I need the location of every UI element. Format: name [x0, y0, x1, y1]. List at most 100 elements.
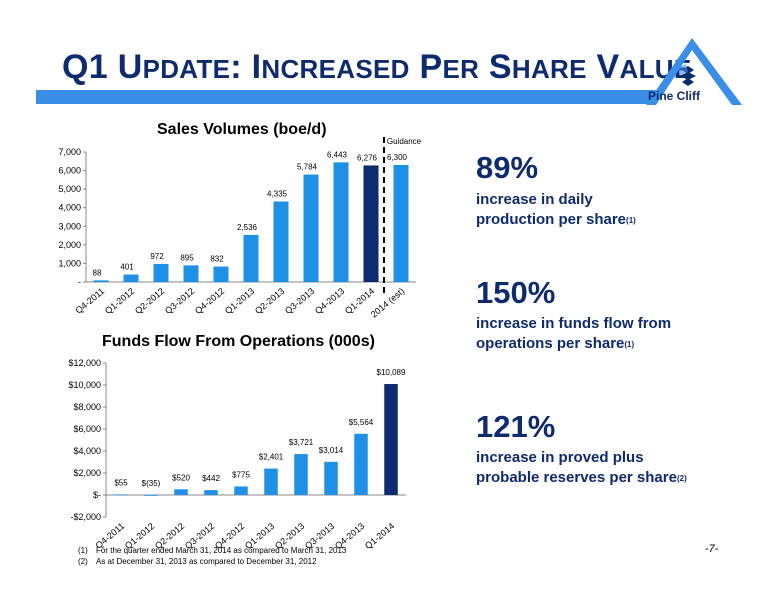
y-tick-label: $2,000: [73, 468, 101, 478]
stat-2-line1: increase in funds flow from: [476, 315, 672, 332]
stat-1-line1: increase in daily: [476, 191, 593, 208]
y-tick-label: $12,000: [68, 358, 101, 368]
footnotes: (1) For the quarter ended March 31, 2014 …: [78, 545, 346, 567]
data-label: $(35): [142, 479, 161, 488]
y-tick-label: 5,000: [58, 184, 81, 194]
stat-2-note: (1): [624, 340, 635, 349]
title-smallcaps-0: PDATE: [142, 54, 231, 84]
y-tick-label: 1,000: [58, 258, 81, 268]
data-label: 832: [210, 255, 224, 264]
page-title: Q1 UPDATE: INCREASED PER SHARE VALUE: [62, 48, 692, 87]
bar-2014 (est): [393, 165, 409, 282]
data-label: $442: [202, 474, 220, 483]
y-tick-label: 4,000: [58, 203, 81, 213]
footnote-2-text: As at December 31, 2013 as compared to D…: [96, 557, 317, 566]
stat-3-line2: probable reserves per share: [476, 469, 677, 486]
stat-3-line1: increase in proved plus: [476, 449, 644, 466]
title-q1: Q1: [62, 48, 108, 86]
footnote-1-num: (1): [78, 546, 88, 555]
y-tick-label: $4,000: [73, 446, 101, 456]
stat-3-value: 121%: [476, 409, 556, 444]
y-tick-label: -: [78, 277, 81, 287]
logo-roof: [646, 38, 742, 105]
data-label: 4,335: [267, 189, 288, 198]
x-tick-label: Q1-2012: [103, 286, 136, 316]
data-label: $55: [114, 478, 128, 487]
bar-Q2-2012: [153, 263, 169, 282]
data-label: 401: [120, 263, 134, 272]
stat-3-note: (2): [676, 474, 687, 483]
stat-2-value: 150%: [476, 275, 556, 310]
stat-1-value: 89%: [476, 150, 539, 185]
bar-Q1-2013: [243, 234, 259, 282]
title-smallcaps-3: HARE: [511, 54, 587, 84]
x-tick-label: Q3-2012: [163, 286, 196, 316]
y-tick-label: $10,000: [68, 380, 101, 390]
data-label: 6,443: [327, 150, 348, 159]
bar-Q4-2013: [354, 433, 368, 495]
funds-flow-chart: -$2,000 $- $2,000 $4,000 $6,000 $8,000 $10,000…: [68, 358, 406, 550]
bar-Q3-2013: [303, 174, 319, 282]
title-smallcaps-2: ER: [442, 54, 480, 84]
data-label: $5,564: [349, 418, 374, 427]
bar-Q3-2012: [183, 265, 199, 282]
x-tick-label: Q4-2013: [313, 286, 346, 316]
y-tick-label: 3,000: [58, 221, 81, 231]
y-tick-label: -$2,000: [70, 512, 101, 522]
logo-emblem-icon: [678, 64, 696, 86]
title-cap-3: S: [479, 48, 512, 86]
x-tick-label: Q1-2014: [363, 521, 396, 550]
bar-Q1-2012: [123, 274, 139, 282]
bar-Q2-2013: [273, 201, 289, 282]
title-cap-2: P: [409, 48, 443, 86]
logo-text: Pine Cliff: [648, 89, 701, 103]
data-label: $520: [172, 473, 190, 482]
stat-2-line2: operations per share: [476, 335, 625, 352]
page-number: -7-: [705, 543, 719, 555]
bar-Q1-2013: [264, 468, 278, 495]
x-tick-label: Q4-2012: [193, 286, 226, 316]
guidance-label-2: Guidance: [387, 137, 422, 146]
bar-Q4-2012: [234, 486, 248, 495]
footnote-1-text: For the quarter ended March 31, 2014 as …: [96, 546, 347, 555]
bar-Q4-2012: [213, 266, 229, 282]
chart1-title: Sales Volumes (boe/d): [157, 121, 327, 138]
y-tick-label: 7,000: [58, 147, 81, 157]
data-label: $3,014: [319, 446, 344, 455]
stat-3-text: increase in proved plus probable reserve…: [476, 448, 687, 489]
guidance-label-1: 2014: [395, 135, 413, 137]
data-label: $10,089: [377, 368, 406, 377]
header-accent-bar: [36, 90, 656, 104]
data-label: 6,300: [387, 153, 408, 162]
bar-Q2-2013: [294, 454, 308, 495]
x-tick-label: Q2-2012: [133, 286, 166, 316]
footnote-2: (2) As at December 31, 2013 as compared t…: [78, 556, 346, 567]
title-cap-4: V: [586, 48, 620, 86]
title-cap-0: U: [117, 48, 143, 86]
y-tick-label: 2,000: [58, 240, 81, 250]
data-label: 88: [93, 268, 102, 277]
stat-1-line2: production per share: [476, 211, 627, 228]
stat-2-text: increase in funds flow from operations p…: [476, 314, 671, 355]
data-label: 895: [180, 253, 194, 262]
footnote-1: (1) For the quarter ended March 31, 2014 …: [78, 545, 346, 556]
data-label: 6,276: [357, 153, 378, 162]
bar-Q2-2012: [174, 489, 188, 495]
x-tick-label: Q2-2013: [253, 286, 286, 316]
chart2-title: Funds Flow From Operations (000s): [102, 333, 375, 350]
x-tick-label: Q1-2013: [223, 286, 256, 316]
y-tick-label: $-: [93, 490, 101, 500]
data-label: $3,721: [289, 438, 314, 447]
bar-Q4-2011: [114, 494, 128, 496]
title-cap-1: : I: [230, 48, 262, 86]
stat-1-text: increase in daily production per share(1…: [476, 190, 636, 231]
data-label: 2,536: [237, 223, 258, 232]
x-tick-label: Q3-2013: [283, 286, 316, 316]
footnote-2-num: (2): [78, 557, 88, 566]
bar-Q3-2013: [324, 461, 338, 495]
title-rest: UPDATE: INCREASED PER SHARE VALUE: [118, 48, 692, 86]
bar-Q1-2014: [384, 384, 398, 495]
bar-Q4-2013: [333, 162, 349, 282]
y-tick-label: $6,000: [73, 424, 101, 434]
bar-Q4-2011: [93, 280, 109, 282]
